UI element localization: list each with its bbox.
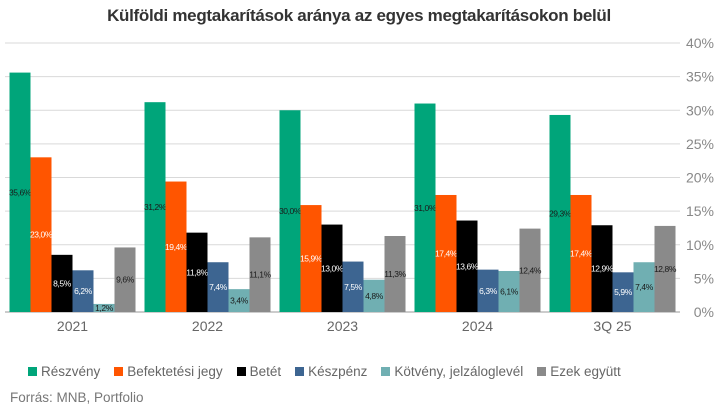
bar [342, 261, 364, 312]
data-label: 15,9% [300, 254, 323, 264]
bar [435, 194, 457, 312]
bar [456, 220, 478, 312]
data-label: 17,4% [570, 248, 593, 258]
bar [612, 272, 634, 312]
bar [165, 181, 187, 312]
bar [549, 114, 571, 313]
y-tick-label: 35% [686, 69, 714, 85]
data-label: 31,2% [144, 202, 167, 212]
legend-swatch [537, 367, 547, 376]
legend-item: Kötvény, jelzáloglevél [381, 364, 523, 379]
data-label: 5,9% [614, 287, 633, 297]
bar [654, 225, 676, 312]
legend-swatch [295, 367, 305, 376]
legend: Részvény Befektetési jegy Betét Készpénz Köt… [28, 364, 621, 379]
y-tick-label: 10% [686, 237, 714, 253]
bar [414, 103, 436, 313]
data-label: 6,2% [74, 286, 93, 296]
y-tick-label: 5% [694, 270, 714, 286]
bar [300, 205, 322, 312]
x-tick-label: 2024 [462, 318, 493, 334]
bar [249, 237, 271, 312]
bar [114, 247, 136, 312]
bar [519, 228, 541, 312]
bar [9, 72, 31, 312]
bar [633, 262, 655, 312]
legend-item: Részvény [28, 364, 100, 379]
bar [228, 289, 250, 312]
x-tick-label: 2022 [192, 318, 223, 334]
data-label: 7,4% [635, 282, 654, 292]
bar [144, 102, 166, 313]
legend-swatch [381, 367, 391, 376]
data-label: 12,4% [519, 265, 542, 275]
data-label: 9,6% [116, 275, 135, 285]
data-label: 30,0% [279, 206, 302, 216]
y-tick-label: 40% [686, 35, 714, 51]
data-label: 35,6% [9, 187, 32, 197]
bar [51, 254, 73, 312]
bar [498, 270, 520, 312]
data-label: 23,0% [30, 230, 53, 240]
data-label: 7,4% [209, 282, 228, 292]
chart-title: Külföldi megtakarítások aránya az egyes … [107, 6, 611, 25]
bar [477, 269, 499, 312]
legend-label: Kötvény, jelzáloglevél [394, 364, 524, 379]
y-tick-label: 15% [686, 203, 714, 219]
data-label: 4,8% [365, 291, 384, 301]
bar [30, 157, 52, 312]
bar [321, 224, 343, 312]
legend-label: Befektetési jegy [127, 364, 223, 379]
legend-swatch [114, 367, 124, 376]
bar [279, 110, 301, 312]
data-label: 6,1% [500, 286, 519, 296]
y-tick-label: 0% [694, 304, 714, 320]
data-label: 1,2% [95, 303, 114, 313]
bar [384, 236, 406, 312]
y-tick-label: 25% [686, 136, 714, 152]
bar [363, 279, 385, 312]
data-label: 17,4% [435, 248, 458, 258]
bar [72, 270, 94, 312]
legend-item: Befektetési jegy [114, 364, 223, 379]
data-label: 29,3% [549, 208, 572, 218]
data-label: 12,9% [591, 264, 614, 274]
data-label: 19,4% [165, 242, 188, 252]
legend-label: Készpénz [308, 364, 368, 379]
legend-item: Ezek együtt [537, 364, 621, 379]
legend-label: Részvény [41, 364, 101, 379]
bar [186, 232, 208, 312]
x-tick-label: 2023 [327, 318, 358, 334]
data-label: 11,1% [249, 270, 271, 280]
bar [207, 262, 229, 312]
legend-swatch [28, 367, 37, 376]
legend-item: Készpénz [295, 364, 367, 379]
data-label: 31,0% [414, 203, 437, 213]
data-label: 11,8% [186, 267, 208, 277]
data-label: 3,4% [230, 296, 249, 306]
data-label: 11,3% [384, 269, 406, 279]
source-note: Forrás: MNB, Portfolio [10, 390, 144, 405]
data-label: 8,5% [53, 278, 72, 288]
legend-swatch [236, 367, 246, 376]
data-label: 13,6% [456, 261, 479, 271]
legend-item: Betét [236, 364, 282, 379]
x-tick-label: 2021 [57, 318, 88, 334]
y-tick-label: 20% [686, 170, 714, 186]
x-tick-label: 3Q 25 [593, 318, 631, 334]
bar [93, 303, 115, 312]
bar [570, 194, 592, 312]
bar [591, 225, 613, 312]
data-label: 13,0% [321, 263, 344, 273]
y-tick-label: 30% [686, 102, 714, 118]
legend-label: Ezek együtt [550, 364, 621, 379]
data-label: 6,3% [479, 286, 498, 296]
data-label: 12,8% [654, 264, 677, 274]
legend-label: Betét [249, 364, 282, 379]
data-label: 7,5% [344, 282, 363, 292]
